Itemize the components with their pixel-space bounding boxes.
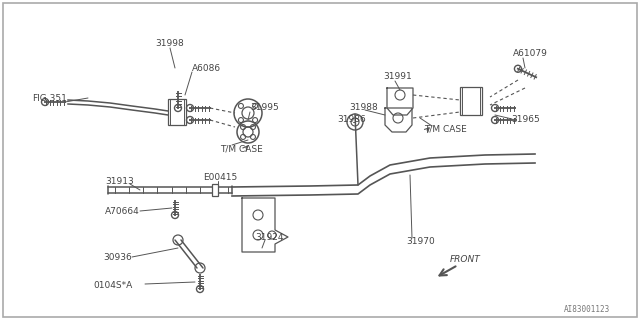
Bar (460, 87, 482, 115)
Bar (212, 184, 218, 196)
Bar (168, 99, 186, 125)
Text: 30936: 30936 (103, 252, 132, 261)
Text: A6086: A6086 (192, 63, 221, 73)
Text: 31998: 31998 (155, 38, 184, 47)
Text: A70664: A70664 (105, 206, 140, 215)
Text: FIG.351: FIG.351 (32, 93, 67, 102)
Text: 31986: 31986 (337, 115, 365, 124)
Text: E00415: E00415 (203, 172, 237, 181)
Text: FRONT: FRONT (450, 255, 481, 265)
Text: 31913: 31913 (105, 177, 134, 186)
Text: 31965: 31965 (511, 115, 540, 124)
Text: 31970: 31970 (406, 236, 435, 245)
Text: 31995: 31995 (250, 102, 279, 111)
Text: 31991: 31991 (383, 71, 412, 81)
Text: 31988: 31988 (349, 102, 378, 111)
Text: T/M CASE: T/M CASE (220, 145, 263, 154)
Text: T/M CASE: T/M CASE (424, 124, 467, 133)
Text: AI83001123: AI83001123 (564, 306, 610, 315)
FancyBboxPatch shape (3, 3, 637, 317)
Text: A61079: A61079 (513, 49, 548, 58)
Text: 31924: 31924 (255, 233, 284, 242)
Text: 0104S*A: 0104S*A (93, 281, 132, 290)
